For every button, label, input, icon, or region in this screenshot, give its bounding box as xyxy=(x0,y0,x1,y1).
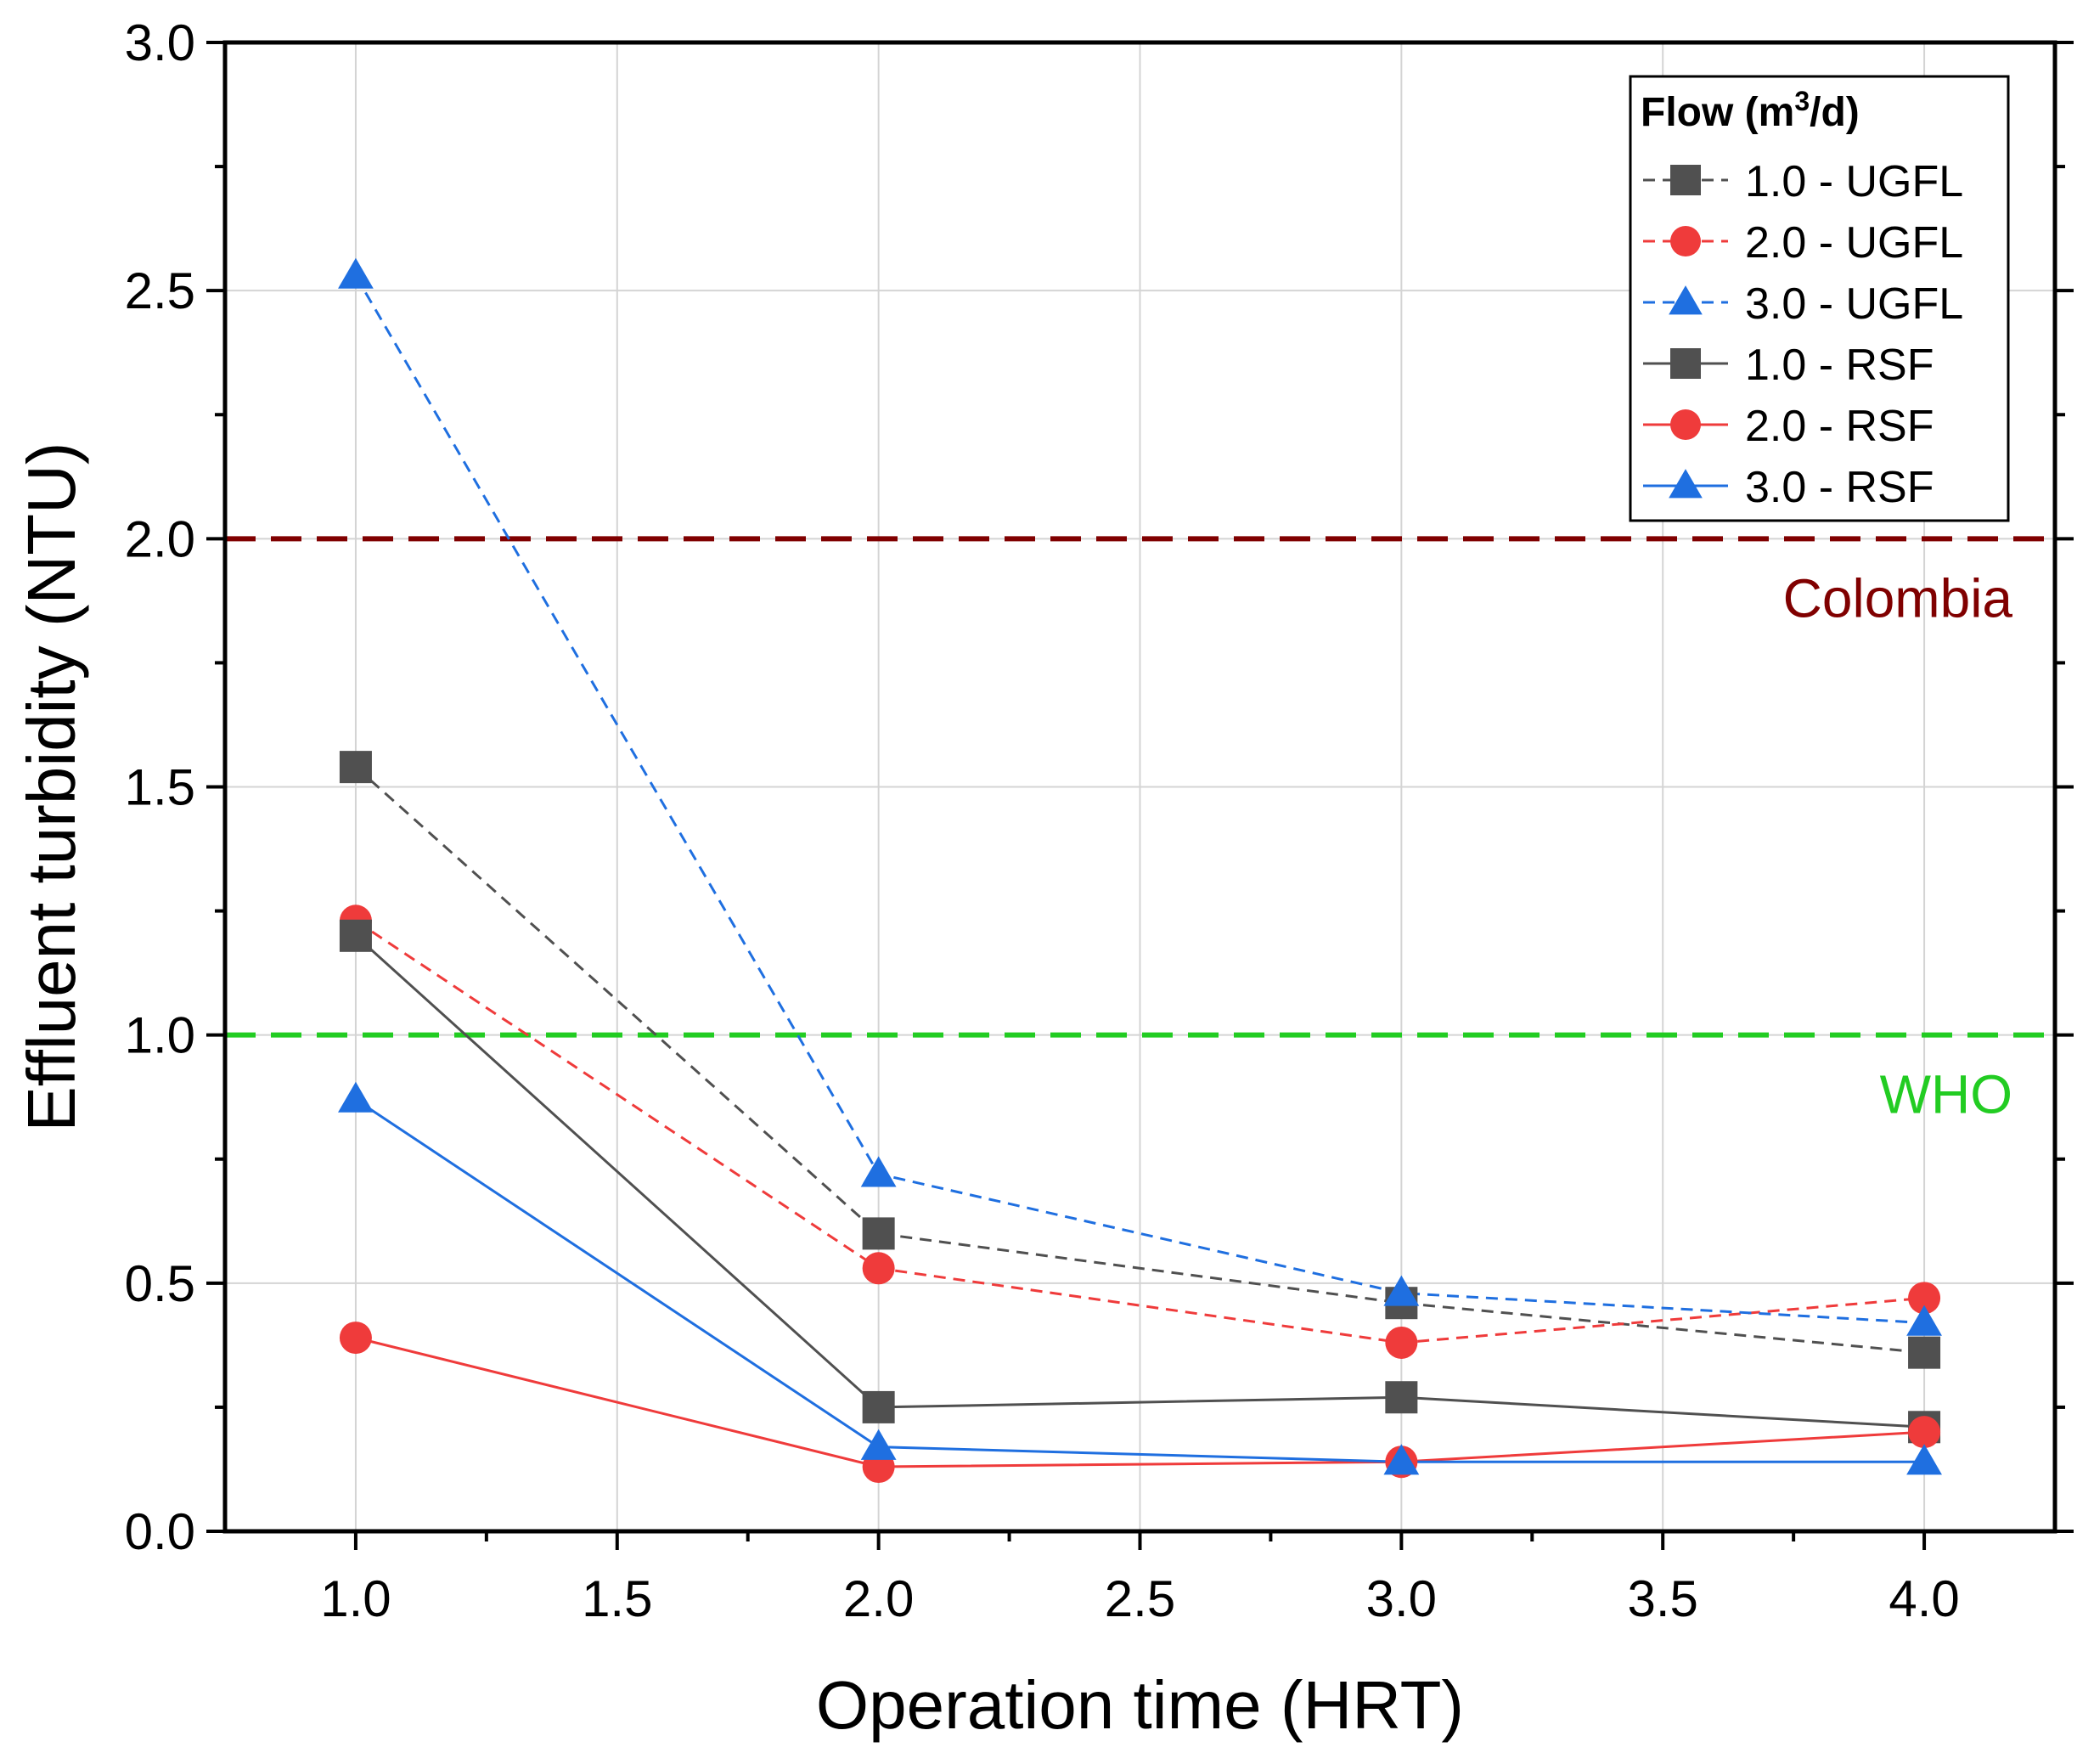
legend-entries: 1.0 - UGFL 2.0 - UGFL 3.0 - UGFL 1.0 - RSF 2… xyxy=(1643,157,1963,512)
x-tick-label: 2.0 xyxy=(843,1570,914,1627)
legend: Flow (m3/d) 1.0 - UGFL 2.0 - UGFL 3.0 - UG… xyxy=(1629,75,2010,522)
y-axis-title: Effluent turbidity (NTU) xyxy=(14,442,89,1131)
data-point xyxy=(1383,1275,1420,1306)
series-line xyxy=(355,1336,1925,1468)
x-tick-label: 3.5 xyxy=(1628,1570,1698,1627)
data-point xyxy=(338,1081,374,1113)
y-tick-label: 0.5 xyxy=(125,1255,195,1312)
axis-ticks xyxy=(206,41,2074,1550)
legend-title-superscript: 3 xyxy=(1794,86,1810,116)
legend-box xyxy=(1629,75,2010,522)
legend-label: 3.0 - RSF xyxy=(1745,463,1934,512)
legend-marker xyxy=(1669,285,1703,315)
legend-title-main: Flow (m xyxy=(1641,90,1794,135)
y-tick-labels: 0.0 0.5 1.0 1.5 2.0 2.5 3.0 xyxy=(125,14,195,1560)
y-tick-label: 3.0 xyxy=(125,14,195,71)
legend-label: 3.0 - UGFL xyxy=(1745,279,1963,329)
series-line xyxy=(355,1098,1925,1463)
y-tick-label: 0.0 xyxy=(125,1503,195,1560)
series-line xyxy=(354,934,1925,1429)
series-lines xyxy=(354,274,1925,1468)
reference-label: WHO xyxy=(1880,1064,2012,1125)
x-tick-label: 4.0 xyxy=(1889,1570,1959,1627)
data-point xyxy=(338,257,374,289)
data-point xyxy=(339,919,372,952)
legend-marker xyxy=(1670,165,1701,195)
y-tick-label: 2.0 xyxy=(125,510,195,567)
legend-marker xyxy=(1670,409,1701,440)
reference-lines: Colombia WHO xyxy=(225,536,2055,1125)
x-tick-label: 1.0 xyxy=(320,1570,391,1627)
series-line xyxy=(354,274,1925,1325)
data-point xyxy=(1385,1381,1418,1414)
data-point xyxy=(1383,1444,1420,1475)
legend-marker xyxy=(1669,469,1703,499)
x-tick-label: 2.5 xyxy=(1105,1570,1175,1627)
data-point xyxy=(339,1322,372,1355)
series-line xyxy=(354,766,1925,1355)
x-axis-title: Operation time (HRT) xyxy=(816,1667,1464,1743)
series-line xyxy=(355,920,1925,1344)
legend-label: 2.0 - RSF xyxy=(1745,402,1934,451)
legend-title-end: /d) xyxy=(1810,90,1860,135)
legend-label: 1.0 - UGFL xyxy=(1745,157,1963,206)
legend-marker xyxy=(1670,226,1701,256)
y-tick-label: 2.5 xyxy=(125,262,195,319)
y-tick-label: 1.0 xyxy=(125,1007,195,1064)
data-point xyxy=(862,1390,895,1423)
data-point xyxy=(1908,1416,1941,1449)
legend-label: 2.0 - UGFL xyxy=(1745,218,1963,268)
data-point xyxy=(1908,1282,1941,1315)
legend-label: 1.0 - RSF xyxy=(1745,341,1934,390)
data-point xyxy=(862,1217,895,1250)
x-tick-label: 1.5 xyxy=(582,1570,652,1627)
x-tick-labels: 1.0 1.5 2.0 2.5 3.0 3.5 4.0 xyxy=(320,1570,1960,1627)
reference-label: Colombia xyxy=(1783,567,2013,628)
y-tick-label: 1.5 xyxy=(125,759,195,816)
data-point xyxy=(1906,1444,1942,1475)
data-point xyxy=(860,1156,897,1187)
legend-title: Flow (m3/d) xyxy=(1641,86,1860,135)
data-point xyxy=(860,1429,897,1460)
data-point xyxy=(1908,1336,1941,1369)
data-point xyxy=(1906,1305,1942,1336)
x-tick-label: 3.0 xyxy=(1366,1570,1437,1627)
legend-marker xyxy=(1670,348,1701,379)
data-point xyxy=(862,1252,895,1285)
data-point xyxy=(1385,1326,1418,1359)
data-point xyxy=(339,751,372,784)
series-markers xyxy=(338,257,1942,1484)
